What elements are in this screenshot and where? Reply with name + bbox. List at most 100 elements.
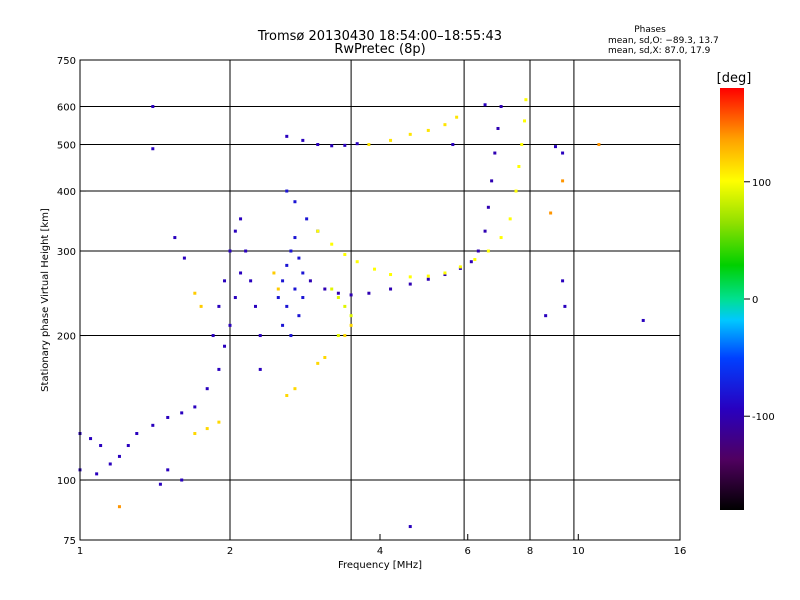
y-tick-label: 75 — [63, 536, 76, 547]
data-point — [426, 274, 430, 278]
data-point — [517, 164, 521, 168]
data-point — [99, 444, 103, 448]
data-point — [228, 249, 232, 253]
data-point — [355, 260, 359, 264]
x-tick-label: 4 — [377, 546, 383, 557]
data-point — [563, 304, 567, 308]
data-point — [323, 355, 327, 359]
data-point — [182, 256, 186, 260]
colorbar-ticks: 100 0 -100 — [744, 178, 775, 423]
data-point — [343, 253, 347, 257]
data-point — [223, 279, 227, 283]
data-point — [316, 229, 320, 233]
data-point — [486, 205, 490, 209]
data-point — [373, 267, 377, 271]
data-point — [330, 144, 334, 148]
phases-x-stats: mean, sd,X: 87.0, 17.9 — [608, 46, 711, 56]
data-point — [108, 462, 112, 466]
data-point — [166, 415, 170, 419]
y-tick-label: 400 — [57, 187, 76, 198]
chart-subtitle: RwPretec (8p) — [334, 42, 425, 57]
data-point — [443, 123, 447, 127]
data-point — [301, 138, 305, 142]
y-tick-label: 750 — [57, 56, 76, 67]
data-point — [180, 478, 184, 482]
data-point — [336, 296, 340, 300]
x-tick-label: 1 — [77, 546, 83, 557]
data-point — [520, 143, 524, 147]
y-tick-label: 500 — [57, 141, 76, 152]
data-point — [126, 444, 130, 448]
y-tick-label: 300 — [57, 247, 76, 258]
data-point — [323, 287, 327, 291]
y-tick-label: 600 — [57, 103, 76, 114]
data-point — [249, 279, 253, 283]
data-point — [289, 334, 293, 338]
data-point — [301, 271, 305, 275]
grid-lines — [80, 60, 680, 540]
y-axis-label: Stationary phase Virtual Height [km] — [40, 208, 51, 392]
data-point — [285, 189, 289, 193]
data-point — [135, 432, 139, 436]
data-point — [281, 279, 285, 283]
data-point — [561, 179, 565, 183]
data-point — [408, 132, 412, 136]
data-point — [193, 291, 197, 295]
data-point — [217, 420, 221, 424]
data-point — [496, 126, 500, 130]
data-point — [408, 275, 412, 279]
data-point — [233, 229, 237, 233]
plot-frame — [79, 59, 681, 541]
data-point — [151, 423, 155, 427]
data-point — [330, 287, 334, 291]
data-point — [641, 318, 645, 322]
data-point — [499, 105, 503, 109]
data-point — [408, 525, 412, 529]
data-point — [493, 151, 497, 155]
data-point — [297, 314, 301, 318]
data-point — [151, 147, 155, 151]
data-point — [544, 314, 548, 318]
data-point — [297, 256, 301, 260]
data-point — [166, 468, 170, 472]
data-point — [293, 287, 297, 291]
data-point — [483, 229, 487, 233]
data-point — [523, 119, 527, 123]
data-point — [276, 296, 280, 300]
data-point — [349, 293, 353, 297]
data-point — [285, 394, 289, 398]
data-point — [89, 437, 93, 441]
data-point — [389, 138, 393, 142]
data-point — [272, 271, 276, 275]
data-point — [293, 200, 297, 204]
data-point — [316, 143, 320, 147]
data-point — [151, 105, 155, 109]
data-point — [217, 367, 221, 371]
data-point — [343, 143, 347, 147]
data-point — [233, 296, 237, 300]
data-point — [158, 482, 162, 486]
data-point — [367, 143, 371, 147]
data-point — [469, 260, 473, 264]
data-point — [336, 334, 340, 338]
data-point — [524, 98, 528, 102]
data-point — [597, 143, 601, 147]
x-tick-label: 8 — [527, 546, 533, 557]
data-point — [173, 236, 177, 240]
data-point — [258, 367, 262, 371]
x-axis-label: Frequency [MHz] — [338, 560, 422, 571]
data-point — [301, 296, 305, 300]
data-point — [355, 142, 359, 146]
data-point — [443, 273, 447, 277]
data-point — [451, 143, 455, 147]
data-point — [180, 411, 184, 415]
data-point — [253, 304, 257, 308]
data-point — [211, 334, 215, 338]
data-point — [508, 217, 512, 221]
data-point — [244, 249, 248, 253]
data-point — [330, 242, 334, 246]
data-point — [561, 279, 565, 283]
data-point — [217, 304, 221, 308]
data-point — [367, 291, 371, 295]
